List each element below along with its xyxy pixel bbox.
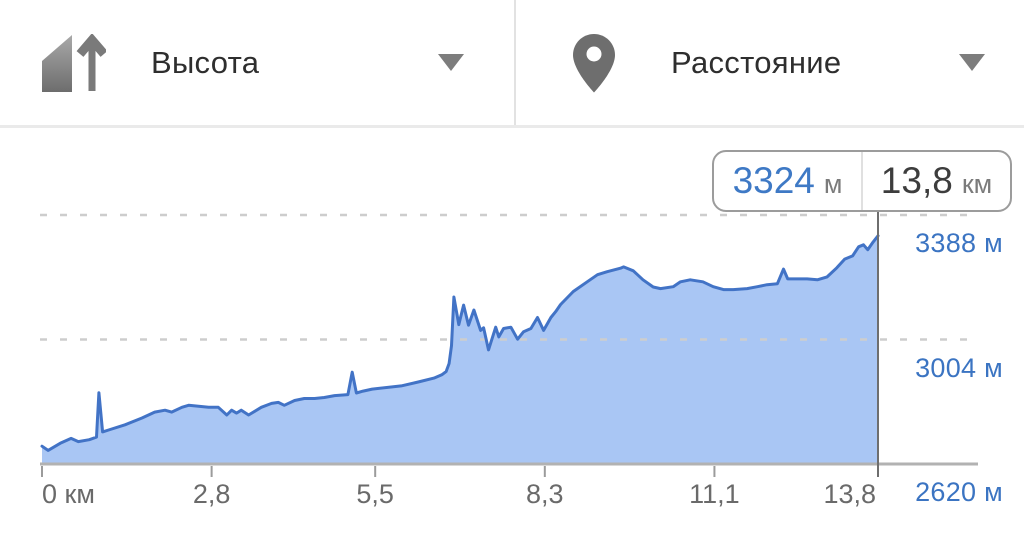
- elevation-dropdown-label: Высота: [151, 44, 260, 80]
- chevron-down-icon: [959, 54, 985, 71]
- elevation-line: [40, 234, 880, 452]
- elevation-value: 3324: [732, 160, 815, 201]
- distance-dropdown-label: Расстояние: [671, 44, 842, 80]
- distance-unit: км: [961, 169, 993, 199]
- metric-dropdown-distance[interactable]: Расстояние: [516, 0, 1024, 125]
- readout-badge: 3324 м 13,8 км: [712, 150, 1012, 212]
- elevation-unit: м: [823, 169, 843, 199]
- header-divider: [514, 0, 516, 125]
- elevation-area-fill: [42, 235, 878, 464]
- readout-distance: 13,8 км: [863, 152, 1010, 210]
- readout-elevation: 3324 м: [714, 152, 861, 210]
- y-axis-label-top: 3388 м: [915, 228, 1003, 258]
- chevron-down-icon: [438, 54, 464, 71]
- metric-dropdown-elevation[interactable]: Высота: [0, 0, 514, 125]
- x-axis-label: 0 км: [42, 479, 95, 509]
- x-axis-label: 5,5: [356, 479, 394, 509]
- badge-divider: [861, 152, 863, 210]
- x-axis-label: 2,8: [192, 479, 231, 509]
- elevation-icon: [42, 33, 106, 92]
- x-axis-label: 13,8: [823, 479, 876, 509]
- header: Высота Расстояние: [0, 0, 1024, 128]
- y-axis-label-mid: 3004 м: [915, 352, 1003, 383]
- y-axis-label-base: 2620 м: [915, 477, 1003, 507]
- x-axis-label: 11,1: [689, 479, 740, 509]
- location-pin-icon: [572, 33, 616, 93]
- x-axis-label: 8,3: [526, 479, 564, 509]
- distance-value: 13,8: [880, 160, 953, 201]
